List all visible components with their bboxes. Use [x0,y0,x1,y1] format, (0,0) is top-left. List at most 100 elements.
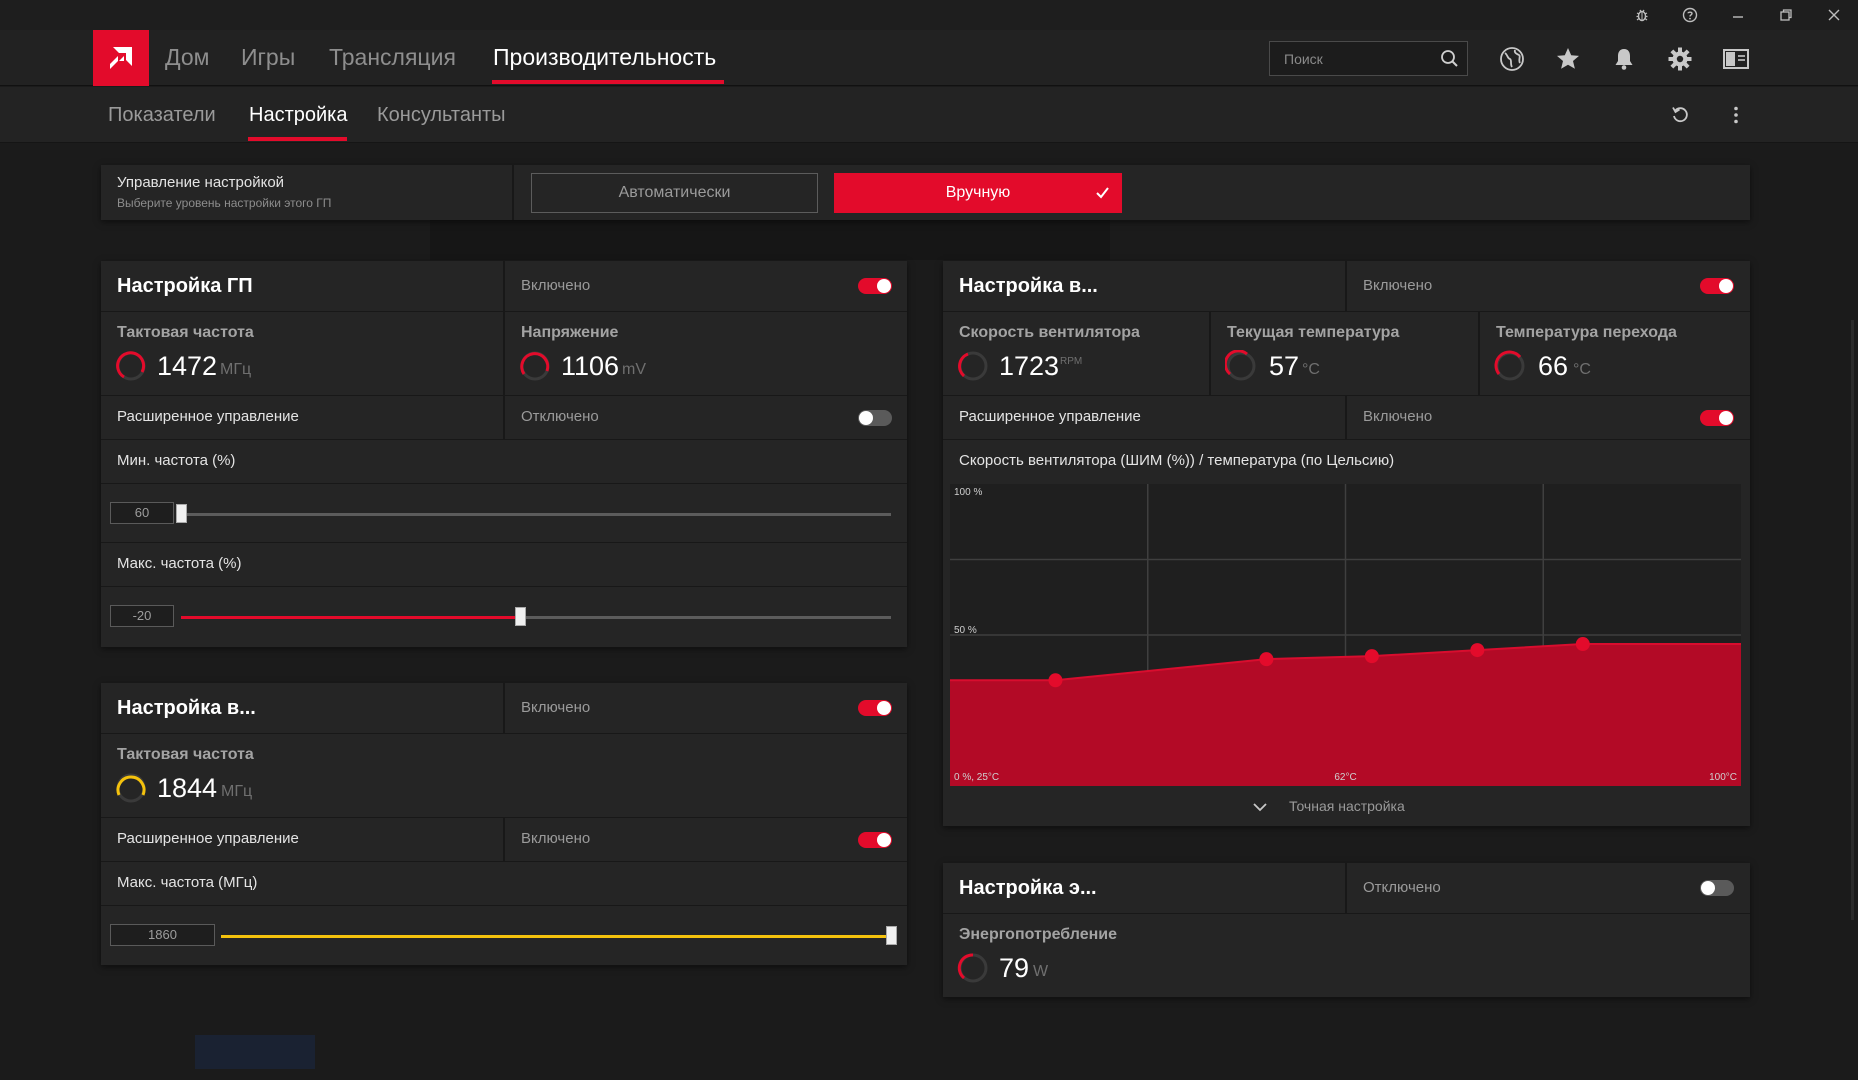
gpu-tuning-toggle[interactable] [858,278,892,294]
divider [1345,863,1347,914]
gpu-tuning-panel: Настройка ГП Включено Тактовая частота 1… [101,261,907,647]
fan-advanced-state: Включено [1363,408,1433,425]
fan-curve-point[interactable] [1259,652,1274,667]
power-unit: W [1033,963,1049,980]
scrollbar[interactable] [1851,320,1854,920]
nav-item-performance[interactable]: Производительность [493,44,717,70]
junction-temp-value: 66 [1538,351,1569,381]
voltage-unit: mV [622,361,646,378]
amd-logo[interactable] [93,30,149,86]
voltage-gauge-icon [520,351,550,381]
gpu-advanced-toggle[interactable] [858,410,892,426]
fan-speed-value: 1723 [999,351,1060,381]
fan-metrics-row: Скорость вентилятора 1723 RPM Текущая те… [943,312,1750,396]
current-temp-unit: °C [1302,361,1320,378]
gpu-panel-title: Настройка ГП [117,275,253,297]
min-freq-slider-track[interactable] [181,513,891,516]
current-temp-value: 57 [1269,351,1300,381]
star-icon[interactable] [1553,44,1583,74]
fan-speed-unit: RPM [1060,356,1083,367]
gpu-clock-gauge-icon [116,351,146,381]
voltage-value: 1106 [561,351,620,381]
divider [1345,261,1347,312]
power-header-row: Настройка э... Отключено [943,863,1750,914]
search-icon[interactable] [1440,49,1459,73]
reset-icon[interactable] [1668,103,1692,127]
fan-advanced-row: Расширенное управление Включено [943,396,1750,440]
fan-curve-point[interactable] [1048,673,1063,688]
divider [503,312,505,396]
vram-header-row: Настройка в... Включено [101,683,907,734]
bug-icon[interactable] [1627,4,1657,26]
vram-tuning-toggle[interactable] [858,700,892,716]
junction-temp-unit: °C [1573,361,1591,378]
vram-max-freq-slider-fill [221,935,891,938]
gear-icon[interactable] [1665,44,1695,74]
power-tuning-toggle[interactable] [1700,880,1734,896]
vram-panel-title: Настройка в... [117,697,256,719]
nav-item-games[interactable]: Игры [241,44,296,70]
fan-curve-point[interactable] [1364,649,1379,664]
fan-panel-title: Настройка в... [959,275,1098,297]
divider [503,261,505,312]
background-decoration [195,1035,315,1069]
nav-item-home[interactable]: Дом [165,44,210,70]
min-freq-value-box[interactable]: 60 [110,502,174,524]
max-freq-slider-track[interactable] [181,616,891,619]
minimize-icon[interactable] [1723,4,1753,26]
junction-temp-gauge-icon [1494,350,1525,381]
power-panel-title: Настройка э... [959,877,1097,899]
fan-curve-point[interactable] [1470,643,1485,658]
tab-metrics[interactable]: Показатели [108,104,216,126]
fan-curve-area [950,644,1741,786]
tab-tuning[interactable]: Настройка [249,104,348,126]
vram-max-freq-slider-row: 1860 [101,906,907,965]
top-navigation: Дом Игры Трансляция Производительность [0,30,1858,86]
nav-item-streaming[interactable]: Трансляция [329,44,456,70]
fan-tuning-toggle[interactable] [1700,278,1734,294]
divider [1209,312,1211,396]
gpu-advanced-row: Расширенное управление Отключено [101,396,907,440]
y-tick-label: 50 % [954,625,977,636]
x-tick-label: 62°C [1334,772,1356,783]
max-freq-value-box[interactable]: -20 [110,605,174,627]
fan-speed-gauge-icon [958,351,988,381]
globe-icon[interactable] [1497,44,1527,74]
gpu-metrics-row: Тактовая частота 1472 МГц Напряжение 110… [101,312,907,396]
vram-advanced-toggle[interactable] [858,832,892,848]
max-freq-slider-thumb[interactable] [515,607,527,626]
more-icon[interactable] [1724,103,1748,127]
vram-max-freq-slider-thumb[interactable] [886,926,897,945]
title-bar [0,0,1858,30]
fan-advanced-toggle[interactable] [1700,410,1734,426]
divider [503,818,505,862]
search-input[interactable] [1270,42,1438,75]
restore-icon[interactable] [1771,4,1801,26]
fan-header-row: Настройка в... Включено [943,261,1750,312]
max-freq-slider-row: -20 [101,587,907,647]
fan-curve-chart[interactable]: 100 % 50 % 0 %, 25°C 62°C 100°C [950,484,1741,786]
max-freq-slider-fill [181,616,521,619]
gpu-advanced-state: Отключено [521,408,599,425]
vram-state-label: Включено [521,699,591,716]
sidebar-icon[interactable] [1721,44,1751,74]
fine-tune-row[interactable]: Точная настройка [943,786,1750,826]
help-icon[interactable] [1675,4,1705,26]
bell-icon[interactable] [1609,44,1639,74]
fan-curve-point[interactable] [1575,637,1590,652]
divider [503,683,505,734]
fan-speed-label: Скорость вентилятора [959,324,1140,341]
x-tick-label: 0 %, 25°C [954,772,999,783]
tuning-control-title: Управление настройкой [117,174,285,191]
divider [1345,396,1347,440]
y-tick-label: 100 % [954,487,982,498]
voltage-label: Напряжение [521,324,619,341]
vram-max-freq-value-box[interactable]: 1860 [110,924,215,946]
close-icon[interactable] [1819,4,1849,26]
min-freq-slider-thumb[interactable] [176,504,187,523]
automatic-mode-button[interactable]: Автоматически [531,173,818,213]
manual-mode-button[interactable]: Вручную [834,173,1122,213]
fan-tuning-panel: Настройка в... Включено Скорость вентиля… [943,261,1750,826]
vram-advanced-label: Расширенное управление [117,830,299,847]
tab-advisors[interactable]: Консультанты [377,104,506,126]
